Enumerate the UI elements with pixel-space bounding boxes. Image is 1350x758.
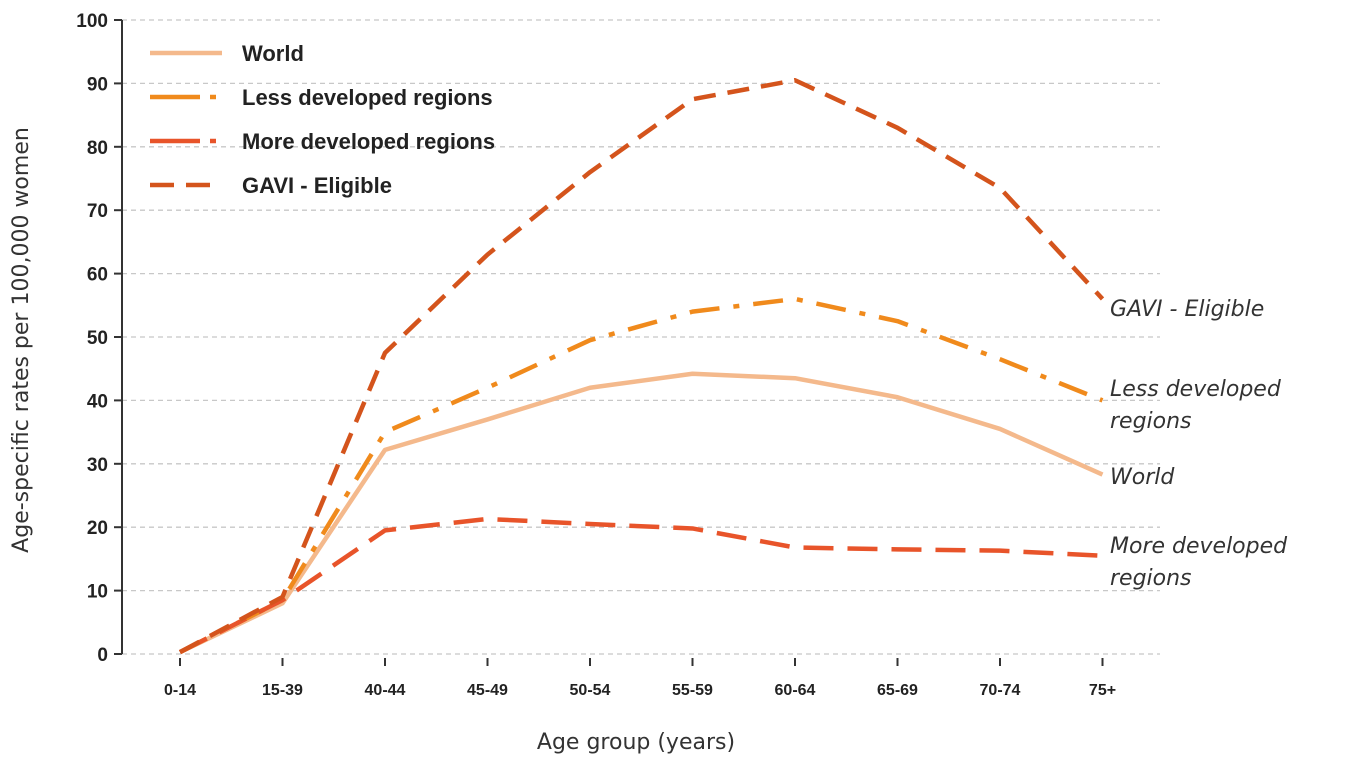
series-lines — [178, 77, 1105, 655]
series-end-label: GAVI - Eligible — [1110, 297, 1264, 322]
x-tick-label: 60-64 — [775, 682, 816, 699]
y-tick-label: 0 — [97, 645, 108, 666]
legend-label: More developed regions — [242, 129, 495, 154]
x-axis-title: Age group (years) — [537, 730, 735, 755]
y-tick-label: 30 — [87, 455, 108, 476]
y-tick-label: 90 — [87, 74, 108, 95]
y-axis-title: Age-specific rates per 100,000 women — [9, 127, 34, 553]
x-tick-label: 50-54 — [570, 682, 611, 699]
x-tick-label: 45-49 — [467, 682, 508, 699]
y-tick-label: 20 — [87, 518, 108, 539]
series-end-label: Less developed — [1110, 377, 1282, 402]
y-tick-label: 100 — [76, 11, 108, 32]
legend: World Less developed regions More develope… — [150, 41, 495, 198]
series-end-label: More developed — [1110, 534, 1288, 559]
x-tick-label: 75+ — [1089, 682, 1116, 699]
gridlines — [122, 19, 1160, 655]
legend-label: Less developed regions — [242, 85, 493, 110]
legend-label: GAVI - Eligible — [242, 173, 392, 198]
series-end-label: World — [1110, 465, 1175, 490]
series-end-label: regions — [1110, 409, 1192, 434]
series-end-label: regions — [1110, 566, 1192, 591]
x-tick-label: 70-74 — [980, 682, 1021, 699]
x-tick-label: 55-59 — [672, 682, 713, 699]
series-line-more-developed-regions — [178, 516, 1103, 655]
x-tick-label: 65-69 — [877, 682, 918, 699]
y-tick-label: 60 — [87, 265, 108, 286]
x-tick-label: 15-39 — [262, 682, 303, 699]
series-line-gavi-eligible — [178, 77, 1105, 655]
y-tick-label: 10 — [87, 582, 108, 603]
x-tick-label: 40-44 — [365, 682, 406, 699]
series-line-world — [179, 371, 1104, 655]
series-end-labels: World Less developed regions More developed… — [1110, 297, 1288, 591]
series-line-less-developed-regions — [178, 296, 1104, 655]
y-tick-label: 40 — [87, 391, 108, 412]
y-tick-label: 70 — [87, 201, 108, 222]
y-tick-label: 80 — [87, 138, 108, 159]
y-tick-label: 50 — [87, 328, 108, 349]
axes: 0 10 20 30 40 50 60 70 80 90 100 0-14 15-39 40-44 45-4… — [76, 11, 1116, 699]
legend-label: World — [242, 41, 304, 66]
x-tick-label: 0-14 — [164, 682, 196, 699]
